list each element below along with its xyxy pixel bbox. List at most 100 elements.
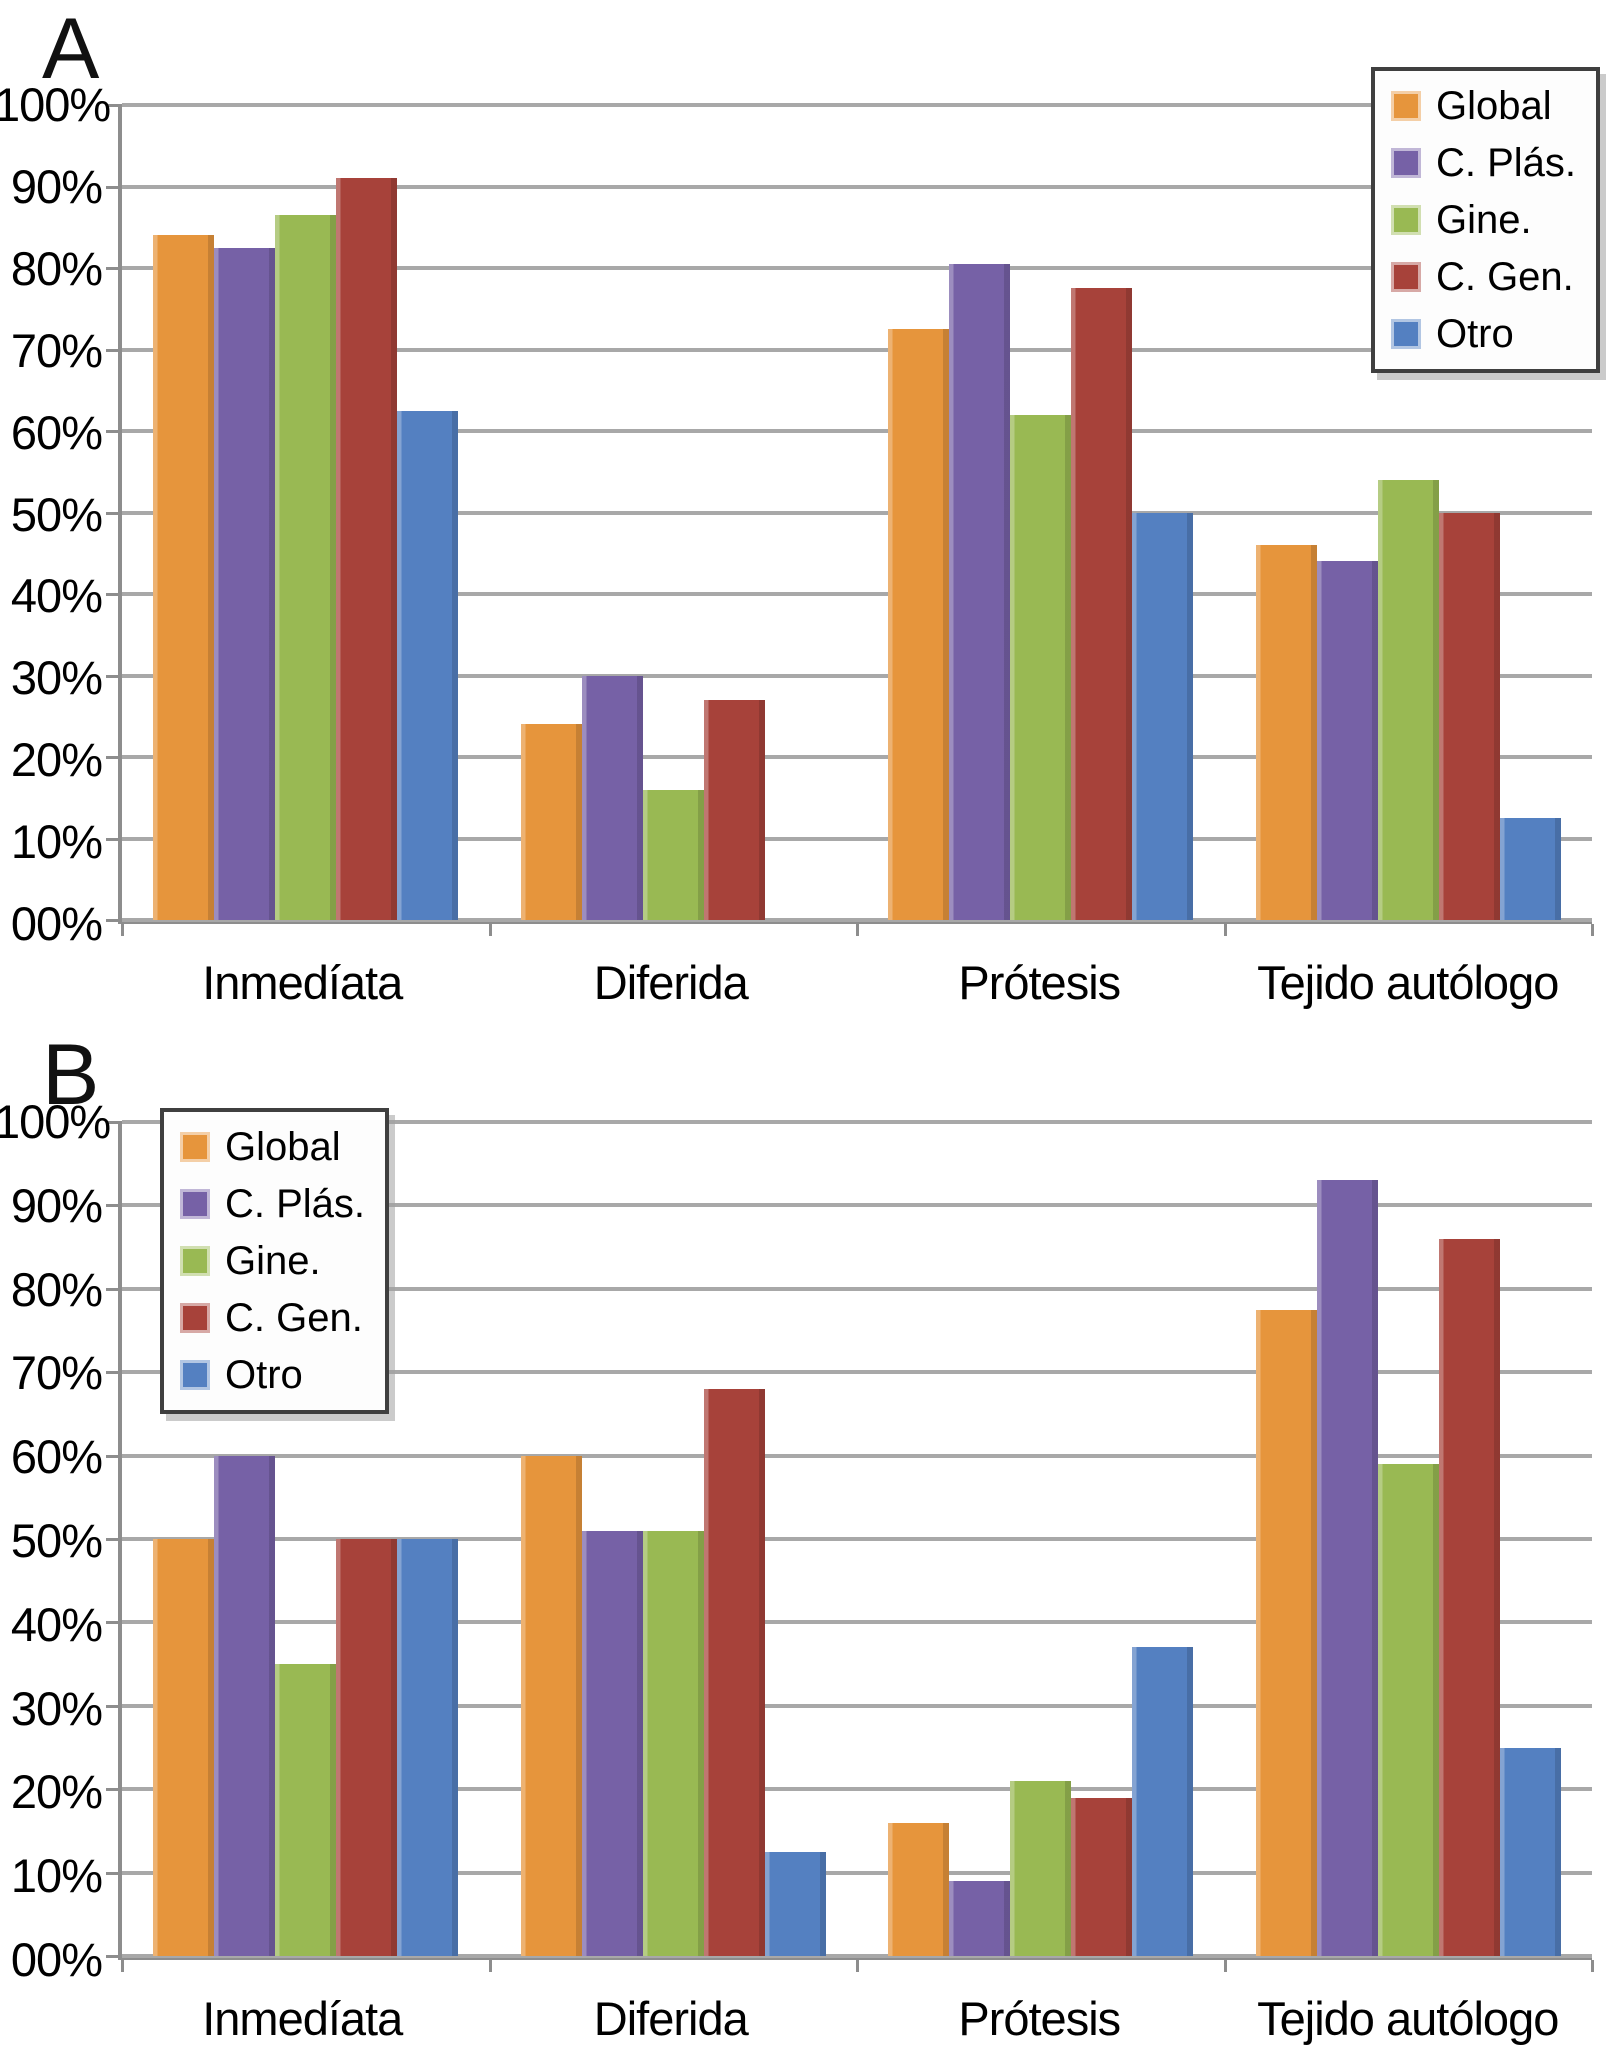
- bar-global-tejido-aut-logo: [1255, 1309, 1317, 1956]
- legend-item-c-gen: C. Gen.: [180, 1297, 365, 1339]
- gridline: [122, 429, 1592, 433]
- x-axis-tick: [856, 1960, 859, 1972]
- bar-gine-tejido-aut-logo: [1377, 479, 1439, 920]
- bar-otro-diferida: [764, 1851, 826, 1956]
- bar-gine-inmed-ata: [275, 1664, 337, 1956]
- group-pr-tesis: [857, 1122, 1225, 1956]
- y-axis-tick: [106, 1538, 122, 1541]
- y-tick-label: 80%: [10, 241, 103, 295]
- legend-swatch-c-gen: [1390, 262, 1421, 292]
- x-category-label-diferida: Diferida: [593, 1992, 749, 2045]
- y-axis-tick: [106, 430, 122, 433]
- legend-label: C. Gen.: [1435, 255, 1574, 299]
- x-category-label-pr-tesis: Prótesis: [958, 956, 1121, 1009]
- y-axis-tick: [106, 756, 122, 759]
- legend-label: Otro: [225, 1353, 303, 1397]
- legend-item-c-gen: C. Gen.: [1390, 255, 1576, 299]
- bar-c-gen-inmed-ata: [336, 1539, 398, 1956]
- gridline: [122, 673, 1592, 678]
- bar-c-pl-s-diferida: [581, 675, 643, 920]
- y-tick-label: 90%: [10, 159, 103, 213]
- gridline: [122, 918, 1592, 922]
- bar-otro-tejido-aut-logo: [1499, 1747, 1561, 1956]
- bar-otro-pr-tesis: [1132, 512, 1194, 920]
- legend-item-c-pl-s: C. Plás.: [180, 1183, 365, 1225]
- legend-label: Gine.: [225, 1239, 321, 1283]
- gridline: [122, 755, 1592, 759]
- bar-global-diferida: [520, 1455, 582, 1956]
- bar-c-gen-pr-tesis: [1071, 288, 1133, 920]
- bar-c-pl-s-pr-tesis: [949, 263, 1011, 920]
- y-axis-tick: [106, 1371, 122, 1375]
- x-axis-tick: [1591, 924, 1594, 936]
- gridline: [122, 184, 1592, 189]
- gridline: [122, 836, 1592, 841]
- gridline: [122, 103, 1592, 107]
- y-tick-label: 80%: [10, 1262, 103, 1316]
- y-tick-label: 30%: [10, 1681, 103, 1735]
- x-category-label-diferida: Diferida: [593, 956, 749, 1009]
- legend-swatch-c-pl-s: [180, 1189, 210, 1219]
- gridline: [122, 592, 1592, 596]
- gridline: [122, 1203, 1592, 1208]
- gridline: [122, 1954, 1592, 1958]
- bar-groups: [122, 105, 1592, 920]
- gridline: [122, 266, 1592, 270]
- legend-item-c-pl-s: C. Plás.: [1390, 142, 1576, 184]
- panel-a-label: A: [42, 1, 99, 97]
- bar-gine-pr-tesis: [1010, 414, 1072, 920]
- legend-swatch-c-gen: [180, 1303, 210, 1333]
- y-axis-tick: [106, 348, 122, 352]
- bar-global-diferida: [520, 724, 582, 920]
- y-tick-label: 60%: [10, 1430, 103, 1484]
- y-axis-tick: [106, 1704, 122, 1708]
- y-axis-tick: [106, 1955, 122, 1958]
- y-tick-label: 10%: [10, 1849, 103, 1903]
- bar-gine-diferida: [642, 789, 704, 920]
- legend-label: Global: [225, 1125, 341, 1169]
- gridline: [122, 1620, 1592, 1625]
- legend-item-global: Global: [180, 1126, 365, 1168]
- legend-swatch-c-pl-s: [1390, 148, 1421, 178]
- y-tick-label: 00%: [10, 1933, 103, 1986]
- bar-global-inmed-ata: [153, 1539, 215, 1956]
- y-tick-label: 70%: [10, 1346, 103, 1400]
- legend-swatch-otro: [1390, 319, 1421, 349]
- y-tick-label: 20%: [10, 733, 103, 787]
- bar-c-gen-diferida: [703, 699, 765, 920]
- bar-otro-tejido-aut-logo: [1499, 818, 1561, 920]
- legend-label: Global: [1435, 84, 1552, 128]
- y-axis-tick: [106, 1871, 122, 1875]
- gridline: [122, 347, 1592, 352]
- legend-swatch-gine: [180, 1246, 210, 1276]
- x-axis-tick: [488, 924, 492, 936]
- y-tick-label: 20%: [10, 1765, 103, 1819]
- y-axis-tick: [106, 267, 122, 270]
- y-tick-label: 70%: [10, 323, 103, 377]
- x-axis-tick: [1223, 924, 1227, 936]
- panel-b-plot-area: Global C. Plás. Gine. C. Gen. Otro: [106, 1108, 1594, 1972]
- legend-label: C. Plás.: [225, 1182, 366, 1226]
- bar-c-pl-s-inmed-ata: [214, 247, 276, 920]
- legend-swatch-otro: [180, 1360, 210, 1390]
- x-axis-tick: [856, 924, 859, 936]
- legend-swatch-global: [180, 1132, 210, 1162]
- bar-gine-pr-tesis: [1010, 1780, 1072, 1956]
- bar-otro-inmed-ata: [397, 410, 459, 920]
- y-axis-tick: [106, 1121, 122, 1124]
- panel-a-plot-area: Global C. Plás. Gine. C. Gen. Otro: [106, 67, 1600, 936]
- legend-panel-a: Global C. Plás. Gine. C. Gen. Otro: [1370, 67, 1600, 373]
- bar-c-gen-tejido-aut-logo: [1438, 1238, 1500, 1956]
- bar-global-tejido-aut-logo: [1255, 545, 1317, 920]
- y-tick-label: 00%: [10, 897, 103, 950]
- legend-item-gine: Gine.: [1390, 199, 1576, 241]
- y-tick-label: 100%: [0, 78, 111, 131]
- x-axis-tick: [1591, 1960, 1594, 1972]
- y-tick-label: 10%: [10, 815, 103, 869]
- legend-item-gine: Gine.: [180, 1240, 365, 1282]
- x-axis-tick: [121, 924, 124, 936]
- bar-groups: [122, 1122, 1592, 1956]
- y-axis-tick: [106, 511, 122, 515]
- gridline: [122, 1703, 1592, 1708]
- y-tick-label: 40%: [10, 569, 103, 623]
